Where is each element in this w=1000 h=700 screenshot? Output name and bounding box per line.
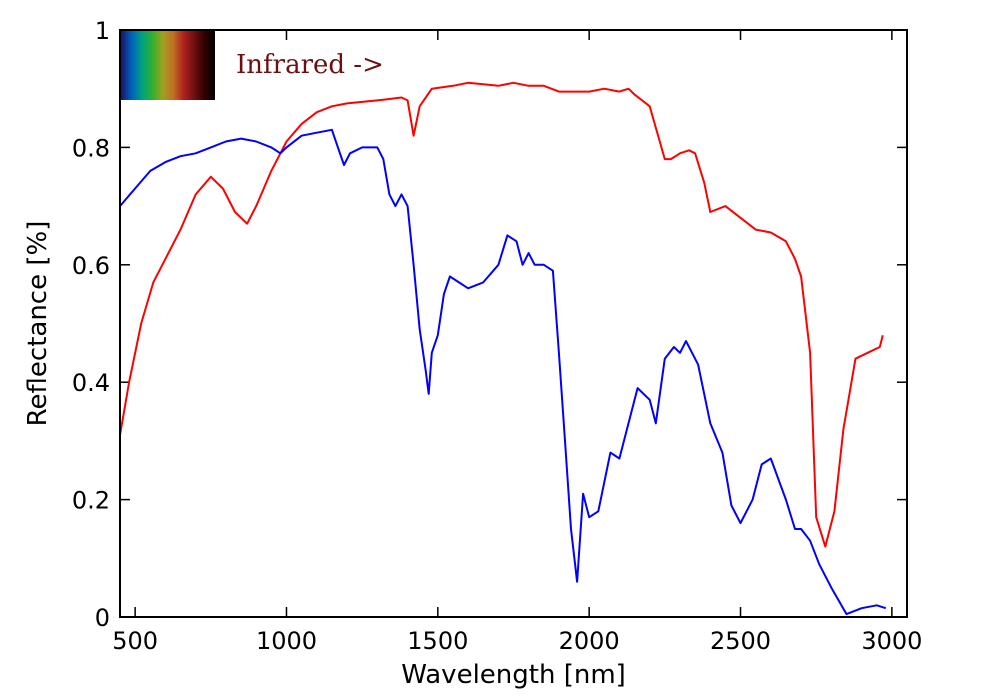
axis-ticks (120, 29, 907, 618)
x-tick-label: 500 (112, 627, 158, 655)
series-layer (119, 81, 887, 616)
infrared-annotation: Infrared -> (236, 50, 384, 80)
x-tick-label: 1000 (256, 627, 317, 655)
series-line-1 (119, 81, 884, 548)
x-tick-label: 2500 (710, 627, 771, 655)
y-tick-label: 0.8 (72, 134, 110, 162)
y-tick-label: 0.4 (72, 369, 110, 397)
plot-frame (119, 29, 908, 618)
y-tick-label: 0.6 (72, 252, 110, 280)
x-tick-label: 2000 (559, 627, 620, 655)
y-axis-title: Reflectance [%] (23, 221, 53, 427)
series-line-2 (119, 128, 887, 616)
visible-spectrum-bar (121, 31, 215, 100)
y-tick-label: 0 (95, 604, 110, 632)
x-axis-title: Wavelength [nm] (401, 660, 626, 690)
x-tick-label: 1500 (407, 627, 468, 655)
y-tick-label: 0.2 (72, 487, 110, 515)
x-tick-label: 3000 (861, 627, 922, 655)
y-tick-label: 1 (95, 17, 110, 45)
tick-labels: 500 1000 1500 2000 2500 3000 0 0.2 0.4 0.6 0.8 1 (72, 17, 923, 655)
